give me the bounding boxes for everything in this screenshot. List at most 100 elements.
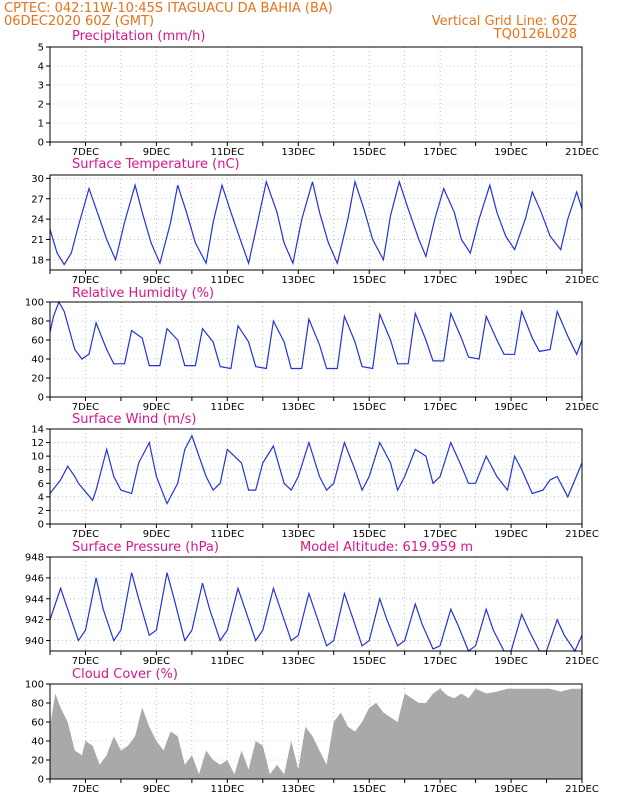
wind-ytick-label: 14 — [31, 425, 44, 436]
cloud-ytick-label: 100 — [25, 680, 44, 691]
cloud-xtick-label: 19DEC — [494, 784, 528, 795]
panel-precipitation: Precipitation (mm/h) 0 1 2 3 4 5 7DEC 9DEC 11DEC… — [38, 29, 599, 158]
wind-title: Surface Wind (m/s) — [72, 412, 196, 427]
cloud-xtick-label: 17DEC — [423, 784, 457, 795]
temp-ytick-label: 30 — [31, 174, 44, 185]
pres-ytick-label: 942 — [25, 615, 44, 626]
wind-ytick-label: 8 — [38, 465, 44, 476]
rh-ytick-label: 20 — [31, 374, 44, 385]
temp-ytick-label: 27 — [31, 194, 44, 205]
wind-xtick-label: 15DEC — [352, 529, 386, 540]
cloud-xtick-label: 11DEC — [210, 784, 244, 795]
temp-xtick-label: 9DEC — [143, 275, 170, 286]
wind-ytick-label: 2 — [38, 506, 44, 517]
panel-cloud-cover: Cloud Cover (%) 0 20 40 60 80 100 7DEC 9DEC 11DE… — [25, 667, 599, 795]
precip-ytick-label: 5 — [38, 43, 44, 54]
pres-ytick-label: 944 — [25, 594, 44, 605]
temp-xtick-label: 21DEC — [565, 275, 599, 286]
pres-ytick-label: 948 — [25, 553, 44, 564]
cloud-area — [50, 688, 582, 779]
cloud-ytick-label: 40 — [31, 737, 44, 748]
pres-title: Surface Pressure (hPa) — [72, 540, 219, 555]
temp-xtick-label: 11DEC — [210, 275, 244, 286]
pres-xtick-label: 17DEC — [423, 656, 457, 667]
cloud-ytick-label: 60 — [31, 718, 44, 729]
precip-xtick-label: 15DEC — [352, 147, 386, 158]
cloud-xtick-label: 15DEC — [352, 784, 386, 795]
header-grid-note: Vertical Grid Line: 60Z — [432, 14, 577, 29]
panel-wind: Surface Wind (m/s) 0 2 4 6 8 10 12 14 7DEC 9DEC 11… — [31, 412, 599, 540]
cloud-ytick-label: 0 — [38, 775, 44, 786]
pres-frame — [49, 556, 583, 652]
temp-title: Surface Temperature (nC) — [72, 157, 240, 172]
precip-ytick-label: 4 — [38, 62, 44, 73]
wind-xtick-label: 11DEC — [210, 529, 244, 540]
pres-ytick-label: 946 — [25, 573, 44, 584]
precip-ytick-label: 1 — [38, 119, 44, 130]
cloud-frame — [49, 683, 583, 780]
precip-title: Precipitation (mm/h) — [72, 29, 205, 44]
cloud-xtick-label: 13DEC — [281, 784, 315, 795]
rh-xtick-label: 13DEC — [281, 402, 315, 413]
temp-ytick-label: 24 — [31, 215, 44, 226]
rh-ytick-label: 100 — [25, 298, 44, 309]
temp-frame — [49, 174, 583, 271]
temp-line — [49, 179, 583, 266]
precip-xtick-label: 9DEC — [143, 147, 170, 158]
rh-ytick-label: 40 — [31, 355, 44, 366]
rh-xtick-label: 9DEC — [143, 402, 170, 413]
rh-ytick-label: 0 — [38, 393, 44, 404]
wind-ytick-label: 0 — [38, 520, 44, 531]
rh-xtick-label: 21DEC — [565, 402, 599, 413]
precip-frame — [49, 46, 583, 143]
temp-ytick-label: 21 — [31, 235, 44, 246]
precip-ytick-label: 0 — [38, 138, 44, 149]
cloud-xtick-label: 21DEC — [565, 784, 599, 795]
precip-xtick-label: 13DEC — [281, 147, 315, 158]
temp-xtick-label: 7DEC — [72, 275, 99, 286]
temp-xtick-label: 17DEC — [423, 275, 457, 286]
wind-xtick-label: 19DEC — [494, 529, 528, 540]
pres-xtick-label: 11DEC — [210, 656, 244, 667]
panel-pressure: Surface Pressure (hPa) Model Altitude: 6… — [25, 540, 599, 667]
wind-line — [49, 434, 583, 506]
header-code: TQ0126L028 — [493, 27, 577, 42]
pres-line — [49, 572, 583, 653]
rh-ytick-label: 60 — [31, 336, 44, 347]
pres-xtick-label: 9DEC — [143, 656, 170, 667]
pres-ytick-label: 940 — [25, 636, 44, 647]
precip-ytick-label: 2 — [38, 100, 44, 111]
precip-xtick-label: 11DEC — [210, 147, 244, 158]
precip-xtick-label: 17DEC — [423, 147, 457, 158]
rh-xtick-label: 15DEC — [352, 402, 386, 413]
cloud-ytick-label: 80 — [31, 699, 44, 710]
temp-xtick-label: 19DEC — [494, 275, 528, 286]
header-location: CPTEC: 042:11W-10:45S ITAGUACU DA BAHIA … — [4, 1, 333, 16]
wind-ytick-label: 4 — [38, 492, 44, 503]
wind-xtick-label: 17DEC — [423, 529, 457, 540]
wind-frame — [49, 428, 583, 525]
pres-xtick-label: 19DEC — [494, 656, 528, 667]
pres-xtick-label: 7DEC — [72, 656, 99, 667]
temp-xtick-label: 13DEC — [281, 275, 315, 286]
rh-frame — [49, 301, 583, 398]
panel-humidity: Relative Humidity (%) 0 20 40 60 80 100 7DEC 9D… — [25, 286, 599, 413]
rh-line — [49, 300, 583, 370]
model-altitude: Model Altitude: 619.959 m — [300, 540, 473, 555]
temp-ytick-label: 18 — [31, 255, 44, 266]
rh-xtick-label: 7DEC — [72, 402, 99, 413]
precip-xtick-label: 19DEC — [494, 147, 528, 158]
wind-xtick-label: 13DEC — [281, 529, 315, 540]
pres-xtick-label: 13DEC — [281, 656, 315, 667]
wind-xtick-label: 9DEC — [143, 529, 170, 540]
panel-temperature: Surface Temperature (nC) 18 21 24 27 30 7DEC 9… — [31, 157, 599, 286]
precip-ytick-label: 3 — [38, 81, 44, 92]
rh-xtick-label: 19DEC — [494, 402, 528, 413]
header-date: 06DEC2020 60Z (GMT) — [4, 14, 154, 29]
cloud-ytick-label: 20 — [31, 756, 44, 767]
rh-xtick-label: 11DEC — [210, 402, 244, 413]
pres-xtick-label: 15DEC — [352, 656, 386, 667]
wind-xtick-label: 7DEC — [72, 529, 99, 540]
temp-xtick-label: 15DEC — [352, 275, 386, 286]
